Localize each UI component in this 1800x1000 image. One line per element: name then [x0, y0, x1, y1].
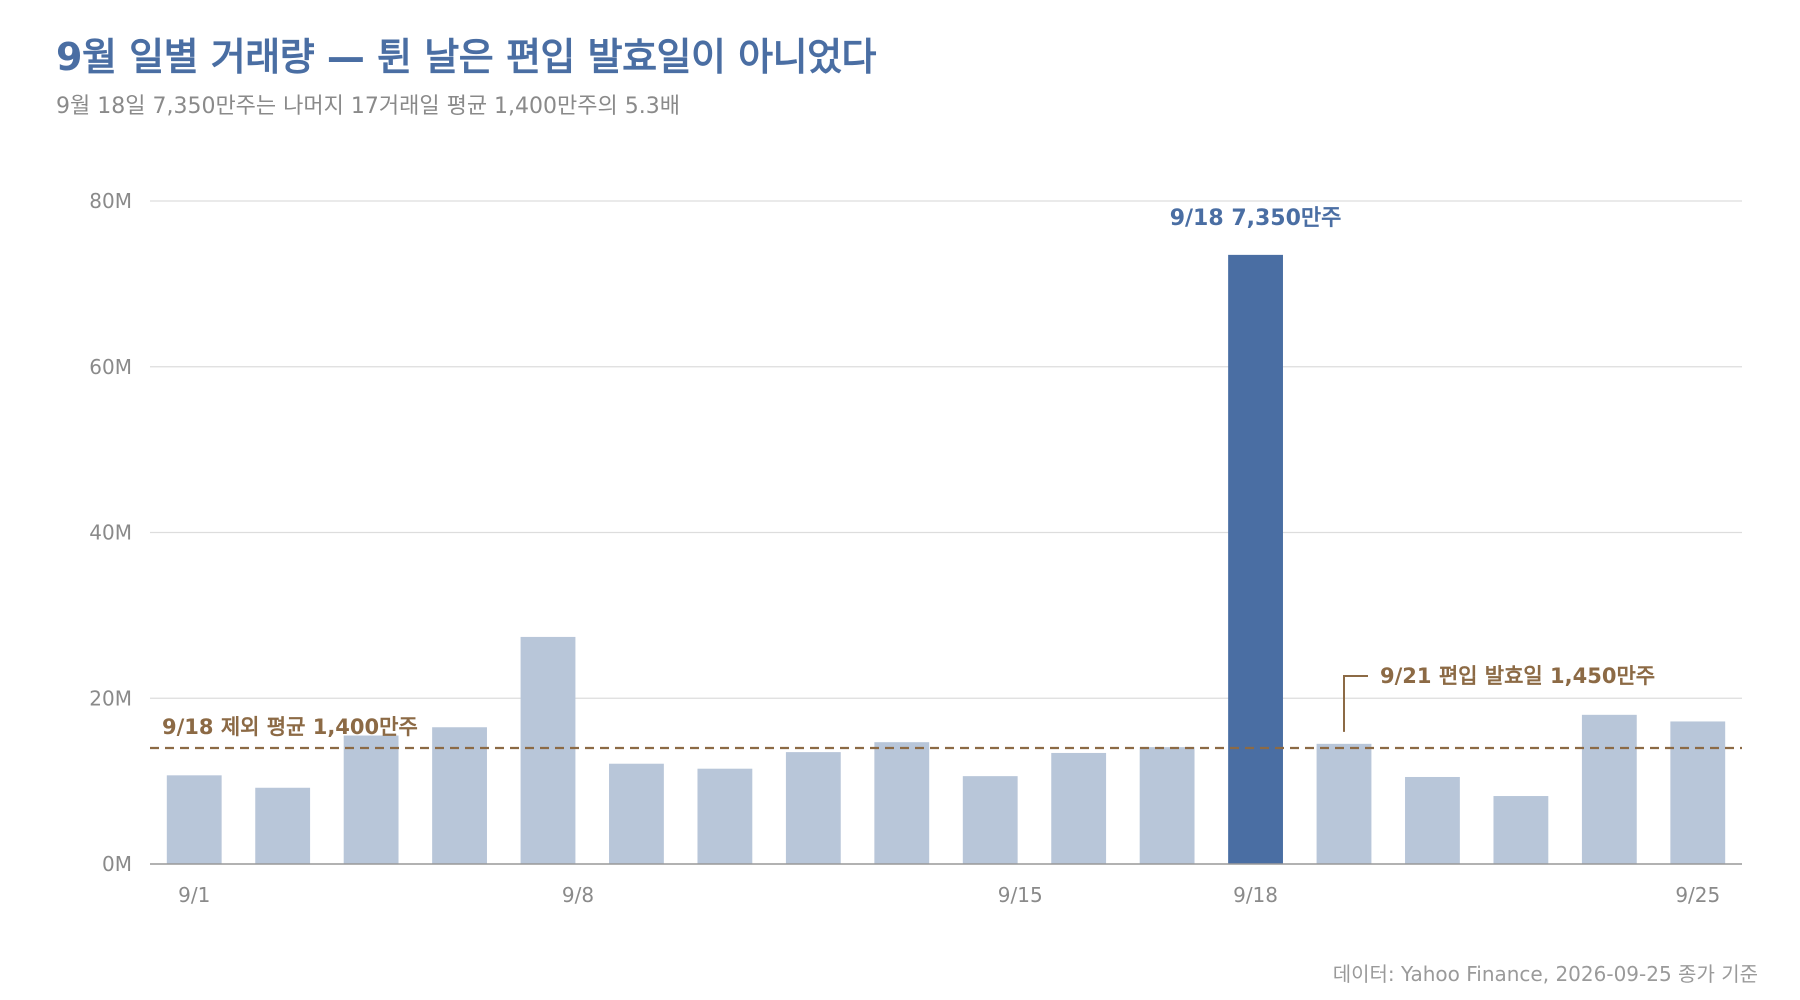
x-tick-label: 9/8 [562, 883, 594, 907]
y-tick-label: 20M [89, 686, 132, 710]
bar [785, 752, 841, 864]
chart-subtitle: 9월 18일 7,350만주는 나머지 17거래일 평균 1,400만주의 5.… [56, 94, 680, 119]
bar [1316, 743, 1372, 864]
bar [1581, 714, 1637, 864]
chart-title: 9월 일별 거래량 — 튄 날은 편입 발효일이 아니었다 [56, 35, 877, 79]
x-tick-label: 9/18 [1233, 883, 1278, 907]
bar [166, 775, 222, 864]
x-tick-label: 9/25 [1675, 883, 1720, 907]
bar [520, 636, 576, 864]
x-tick-label: 9/15 [998, 883, 1043, 907]
bar [874, 742, 930, 864]
bar [697, 768, 753, 864]
y-tick-label: 80M [89, 189, 132, 213]
bar [1051, 752, 1107, 864]
average-line-label: 9/18 제외 평균 1,400만주 [162, 715, 418, 739]
bar-highlight [1228, 254, 1283, 864]
bar [1670, 721, 1726, 864]
annotation-leader-line [1343, 675, 1368, 732]
x-tick-label: 9/1 [178, 883, 210, 907]
data-source-note: 데이터: Yahoo Finance, 2026-09-25 종가 기준 [1332, 962, 1758, 986]
peak-bar-label: 9/18 7,350만주 [1170, 206, 1342, 231]
bar [343, 735, 399, 864]
effective-date-label: 9/21 편입 발효일 1,450만주 [1380, 664, 1655, 688]
bar [1405, 776, 1460, 864]
bar [255, 787, 311, 864]
bar [1493, 796, 1549, 864]
y-tick-label: 0M [102, 852, 132, 876]
y-tick-label: 60M [89, 355, 132, 379]
bar [609, 763, 664, 864]
bar [432, 727, 487, 864]
bar [1139, 747, 1195, 864]
y-tick-label: 40M [89, 521, 132, 545]
bar [962, 776, 1018, 864]
